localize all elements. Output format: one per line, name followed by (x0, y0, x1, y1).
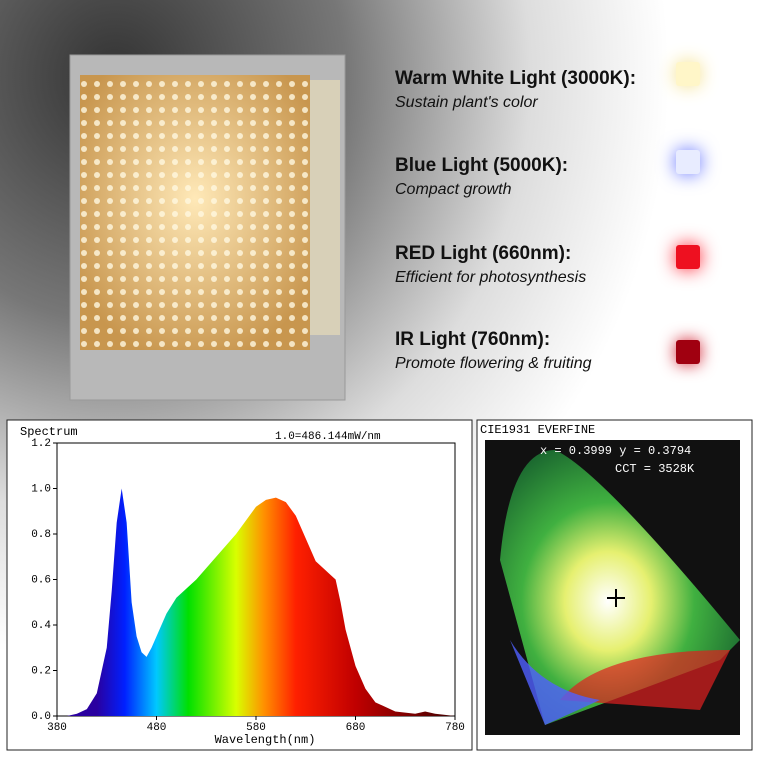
y-tick-label: 0.2 (31, 665, 51, 677)
cie-title: CIE1931 EVERFINE (480, 423, 596, 437)
y-tick-label: 0.6 (31, 574, 51, 586)
x-axis-label: Wavelength(nm) (215, 733, 316, 747)
feature: RED Light (660nm): Efficient for photosyn… (395, 243, 586, 287)
x-tick-label: 780 (445, 722, 465, 734)
y-tick-label: 1.2 (31, 438, 51, 450)
chart-title: Spectrum (20, 425, 78, 439)
feature-title: RED Light (660nm): (395, 243, 572, 264)
feature: Blue Light (5000K): Compact growth (395, 155, 568, 199)
x-tick-label: 580 (246, 722, 266, 734)
chart-annotation: 1.0=486.144mW/nm (275, 431, 381, 443)
x-tick-label: 680 (346, 722, 366, 734)
cie-coordinates: x = 0.3999 y = 0.3794 (540, 444, 692, 458)
blue-swatch (676, 150, 700, 174)
cie-cct: CCT = 3528K (615, 462, 695, 476)
x-tick-label: 380 (47, 722, 67, 734)
x-tick-label: 480 (147, 722, 167, 734)
y-tick-label: 0.4 (31, 620, 51, 632)
feature-title: Warm White Light (3000K): (395, 68, 637, 89)
feature-description: Compact growth (395, 181, 512, 198)
warm-white-swatch (676, 62, 700, 86)
spectrum-area (66, 488, 455, 716)
feature-title: Blue Light (5000K): (395, 155, 569, 176)
red-swatch (676, 245, 700, 269)
feature: IR Light (760nm): Promote flowering & fru… (395, 329, 592, 373)
y-tick-label: 0.8 (31, 529, 51, 541)
feature-title: IR Light (760nm): (395, 329, 551, 350)
y-tick-label: 0.0 (31, 711, 51, 723)
feature: Warm White Light (3000K): Sustain plant's… (395, 68, 636, 112)
y-tick-label: 1.0 (31, 483, 51, 495)
feature-description: Promote flowering & fruiting (395, 355, 592, 372)
ir-swatch (676, 340, 700, 364)
feature-description: Efficient for photosynthesis (395, 269, 587, 286)
feature-description: Sustain plant's color (395, 94, 538, 111)
